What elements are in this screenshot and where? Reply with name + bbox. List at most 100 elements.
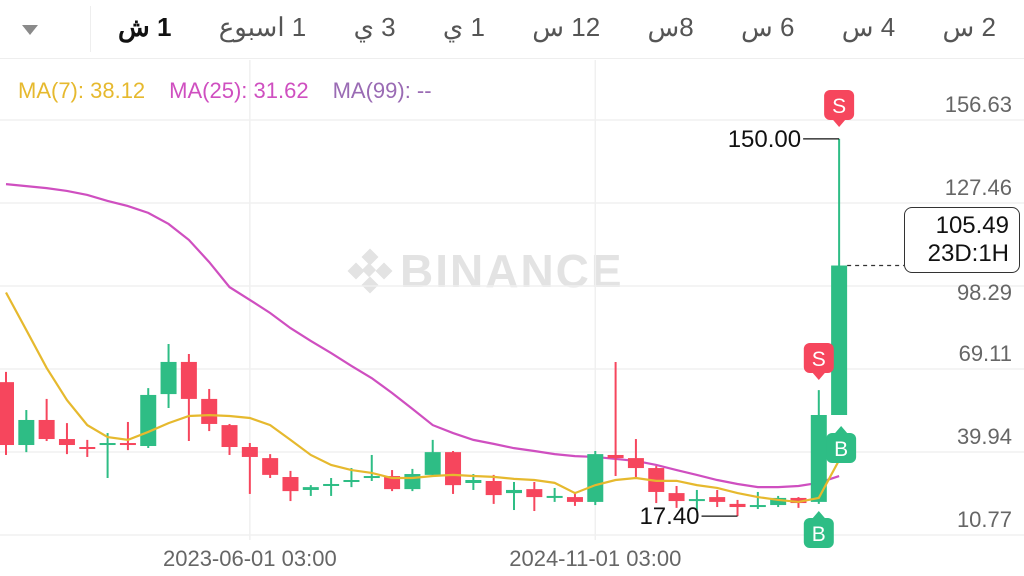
marker-label: S	[832, 95, 846, 118]
candle-body	[526, 489, 543, 498]
marker-badge	[826, 433, 857, 463]
candle-down	[221, 423, 238, 455]
candle-up	[770, 495, 787, 508]
candle-body	[688, 499, 705, 502]
candle-body	[323, 483, 340, 486]
marker-label: B	[812, 523, 826, 546]
marker-pointer	[833, 120, 846, 127]
candle-up	[546, 487, 563, 502]
candle-down	[607, 361, 624, 477]
timeframe-tab[interactable]: 3 ي	[353, 12, 396, 42]
divider	[90, 6, 91, 52]
candle-up	[688, 489, 705, 511]
candle-body	[119, 443, 136, 446]
candle-down	[282, 470, 299, 502]
candle-down	[58, 423, 75, 455]
marker-badge	[803, 343, 834, 373]
candle-down	[445, 450, 462, 494]
marker-label: S	[812, 348, 826, 371]
candle-body	[729, 503, 746, 508]
candle-body	[0, 382, 14, 446]
timeframe-tab[interactable]: 1 اسبوع	[218, 12, 307, 42]
candle-down	[485, 474, 502, 504]
candle-down	[648, 466, 665, 504]
marker-label: B	[834, 438, 848, 461]
candle-body	[465, 480, 482, 483]
timeframe-tab[interactable]: 1 ش	[118, 12, 172, 42]
y-tick-label: 10.77	[957, 507, 1012, 532]
ma99-value: MA(99): --	[332, 78, 432, 103]
candle-body	[58, 439, 75, 446]
candle-up	[749, 491, 766, 510]
timeframe-tab[interactable]: 6 س	[741, 12, 795, 42]
candle-body	[810, 414, 827, 502]
timeframe-tab[interactable]: 8س	[647, 12, 694, 42]
marker-badge	[803, 518, 834, 548]
candle-down	[241, 443, 258, 494]
low-price-label: 17.40	[639, 503, 699, 530]
candle-body	[221, 425, 238, 448]
candle-down	[729, 499, 746, 517]
buy-marker[interactable]: B	[826, 426, 857, 463]
candle-body	[424, 452, 441, 475]
candle-body	[363, 476, 380, 479]
marker-pointer	[812, 373, 825, 380]
candle-body	[384, 476, 401, 490]
ma25-value: MA(25): 31.62	[169, 78, 309, 103]
candle-up	[99, 433, 116, 479]
candle-body	[445, 452, 462, 486]
x-tick-label: 2024-11-01 03:00	[509, 546, 681, 571]
candle-down	[0, 371, 14, 455]
candle-down	[262, 454, 279, 479]
timeframe-tab[interactable]: 4 س	[841, 12, 896, 42]
candle-body	[180, 361, 197, 399]
candle-body	[566, 497, 583, 502]
candle-up	[18, 410, 35, 453]
candle-body	[262, 458, 279, 475]
sell-marker[interactable]: S	[803, 343, 834, 380]
current-price: 105.49	[935, 212, 1009, 239]
candle-body	[404, 474, 421, 490]
candle-body	[587, 454, 604, 502]
candle-up	[323, 478, 340, 496]
watermark-text: BINANCE	[400, 245, 624, 297]
candle-up	[587, 450, 604, 506]
candle-up	[404, 468, 421, 492]
binance-watermark: BINANCE	[347, 244, 624, 298]
candle-body	[709, 497, 726, 502]
candle-up	[810, 390, 827, 504]
high-price-label: 150.00	[728, 126, 801, 153]
timeframe-tab[interactable]: 12 س	[532, 12, 601, 42]
marker-pointer	[835, 426, 848, 433]
candle-body	[140, 394, 157, 447]
timeframe-bar: 1 ش 1 اسبوع 3 ي 1 ي 12 س 8س 6 س 4 س 2 س	[0, 0, 1024, 59]
caret-down-icon[interactable]	[18, 18, 42, 42]
candle-body	[302, 487, 319, 490]
candle-down	[526, 481, 543, 512]
candle-body	[282, 477, 299, 492]
ma25-line	[5, 183, 840, 489]
candle-up	[343, 468, 360, 488]
timeframe-tab[interactable]: 2 س	[942, 12, 996, 42]
candle-down	[180, 353, 197, 442]
candle-body	[831, 265, 848, 415]
y-tick-label: 127.46	[945, 175, 1012, 200]
candle-body	[627, 458, 644, 469]
candle-body	[241, 447, 258, 457]
candle-down	[384, 470, 401, 492]
buy-marker[interactable]: B	[803, 511, 834, 548]
candle-body	[485, 481, 502, 496]
candle-body	[749, 505, 766, 508]
y-tick-label: 69.11	[959, 341, 1012, 366]
candle-down	[668, 485, 685, 508]
ma7-value: MA(7): 38.12	[18, 78, 146, 103]
timeframe-tab[interactable]: 1 ي	[442, 12, 485, 42]
marker-badge	[824, 90, 855, 120]
sell-marker[interactable]: S	[824, 90, 855, 127]
candle-down	[201, 388, 218, 432]
candle-body	[790, 497, 807, 504]
y-tick-label: 39.94	[957, 424, 1012, 449]
candle-up	[140, 388, 157, 448]
candle-body	[506, 489, 522, 494]
